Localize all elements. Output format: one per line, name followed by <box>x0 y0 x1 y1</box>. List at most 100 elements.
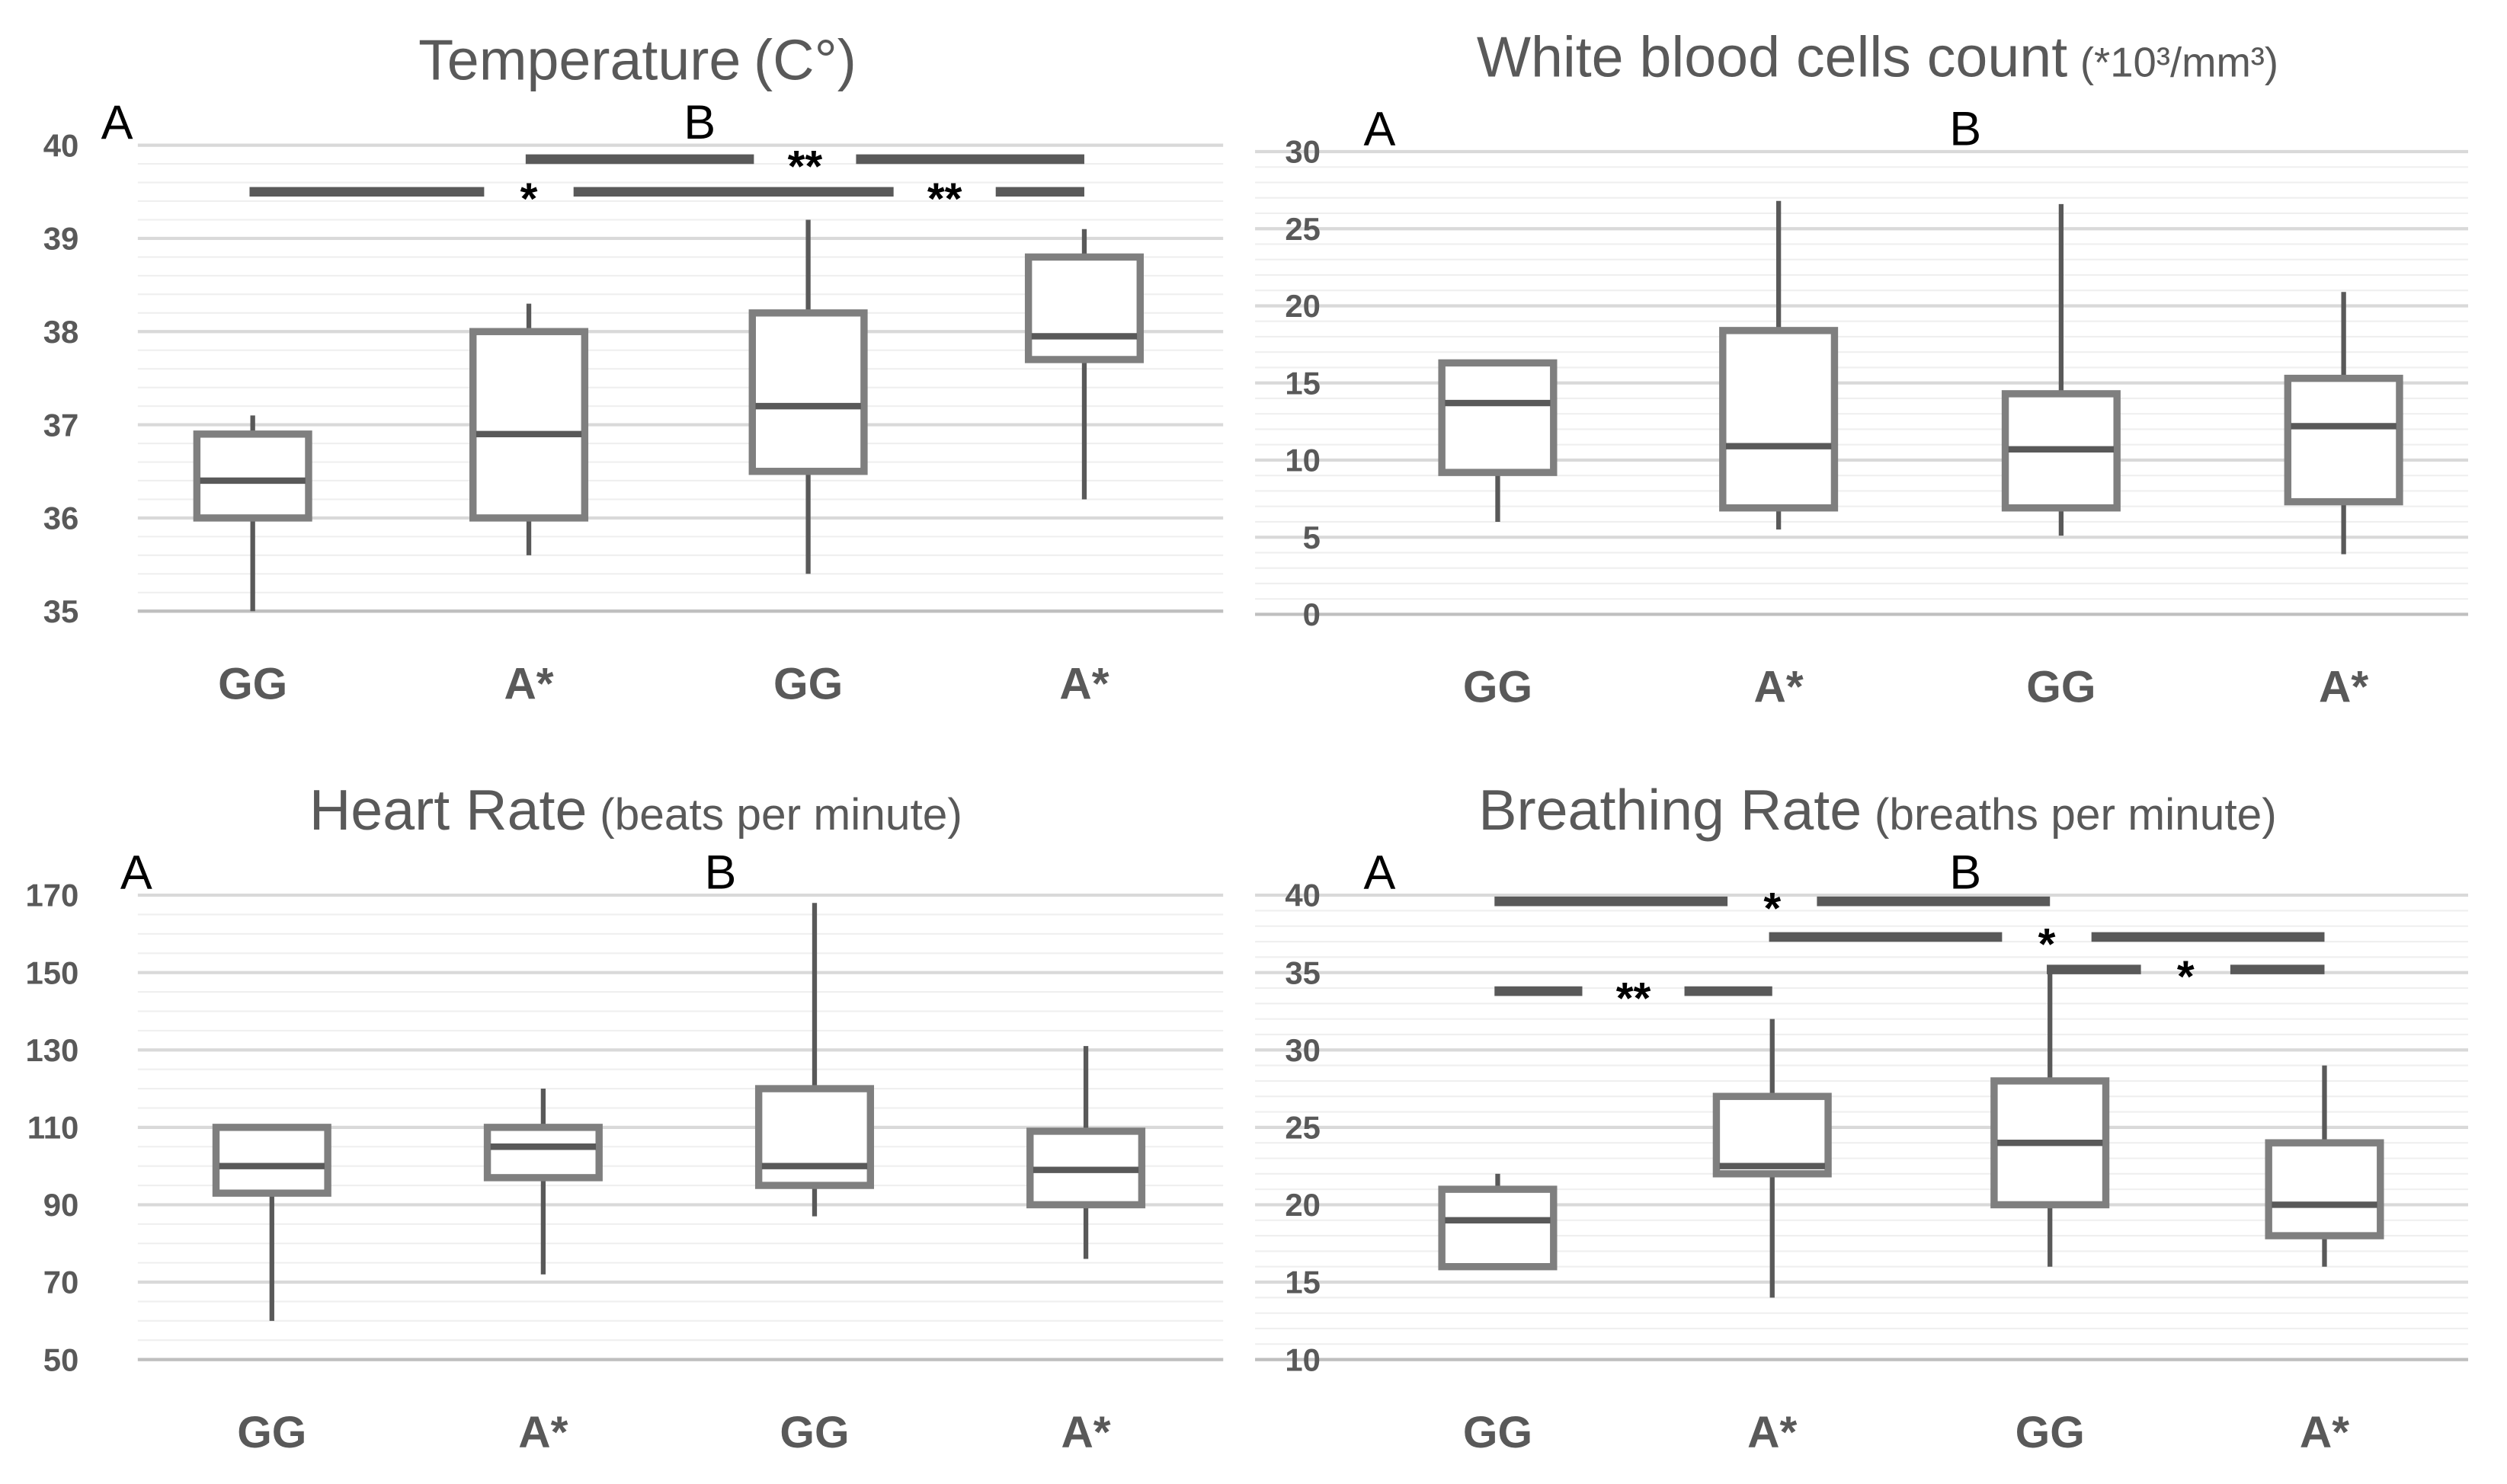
y-tick-label: 25 <box>1285 211 1321 247</box>
significance-bar: ** <box>1494 974 1772 1023</box>
y-tick-label: 39 <box>43 221 79 257</box>
x-category-label: GG <box>237 1408 306 1457</box>
iqr-box <box>469 328 589 522</box>
significance-label: * <box>1763 884 1781 934</box>
box-2 <box>483 1089 603 1275</box>
x-category-label: A* <box>1059 659 1109 708</box>
x-category-label: GG <box>1463 1408 1532 1457</box>
box-3 <box>748 219 868 574</box>
chart-title-unit: (beats per minute) <box>600 790 962 840</box>
iqr-box <box>754 1085 875 1189</box>
y-tick-label: 70 <box>43 1265 79 1300</box>
x-category-label: GG <box>218 659 287 708</box>
x-category-label: GG <box>2026 663 2096 712</box>
panel-label-a: A <box>120 846 152 900</box>
x-category-label: GG <box>2016 1408 2085 1457</box>
box-1 <box>193 415 312 612</box>
chart-title: Heart Rate (beats per minute) <box>309 778 962 842</box>
box-2 <box>1712 1019 1832 1298</box>
x-category-label: GG <box>1463 663 1532 712</box>
iqr-box <box>2265 1139 2384 1239</box>
y-tick-label: 170 <box>25 878 78 913</box>
x-category-label: A* <box>1747 1408 1797 1457</box>
box-3 <box>2001 203 2121 536</box>
y-tick-label: 38 <box>43 314 79 350</box>
x-category-label: A* <box>2319 663 2368 712</box>
significance-label: * <box>2177 952 2195 1002</box>
significance-label: ** <box>788 142 823 191</box>
chart-title-main: White blood cells count <box>1477 25 2067 89</box>
panel-label-a: A <box>1364 103 1396 156</box>
chart-title-main: Temperature <box>418 28 741 92</box>
iqr-box <box>193 430 312 522</box>
y-tick-label: 36 <box>43 501 79 536</box>
y-tick-label: 40 <box>43 127 79 163</box>
y-tick-label: 0 <box>1303 596 1321 632</box>
panel-label-b: B <box>1949 103 1981 156</box>
chart-title: Breathing Rate (breaths per minute) <box>1478 778 2277 842</box>
significance-bar: * <box>1769 920 2325 969</box>
iqr-box <box>2284 374 2403 506</box>
iqr-box <box>1712 1092 1832 1178</box>
panel-label-b: B <box>704 846 736 900</box>
y-tick-label: 150 <box>25 955 78 990</box>
iqr-box <box>1438 359 1558 476</box>
chart-title-main: Breathing Rate <box>1478 778 1862 842</box>
y-tick-label: 35 <box>1285 955 1321 990</box>
y-tick-label: 25 <box>1285 1110 1321 1146</box>
box-4 <box>1024 229 1144 500</box>
y-tick-label: 37 <box>43 407 79 443</box>
significance-bar: * <box>2047 952 2325 1002</box>
box-4 <box>1026 1046 1146 1259</box>
panel-label-a: A <box>101 96 133 149</box>
y-tick-label: 20 <box>1285 1187 1321 1223</box>
iqr-box <box>748 309 868 475</box>
significance-bar: ** <box>525 142 1084 191</box>
panel-label-b: B <box>684 96 716 149</box>
box-2 <box>469 303 589 555</box>
significance-label: ** <box>927 174 962 224</box>
y-tick-label: 50 <box>43 1342 79 1377</box>
box-4 <box>2265 1065 2384 1267</box>
x-category-label: A* <box>1754 663 1804 712</box>
y-tick-label: 30 <box>1285 134 1321 170</box>
y-tick-label: 15 <box>1285 1265 1321 1300</box>
box-2 <box>1719 200 1839 530</box>
x-category-label: A* <box>2300 1408 2349 1457</box>
chart-3: Heart Rate (beats per minute) A B 50 70 90 110 1… <box>25 778 1224 1457</box>
x-category-label: GG <box>773 659 843 708</box>
chart-2: White blood cells count (*10³/mm³) A B 0 5 10 1… <box>1255 25 2469 712</box>
significance-bar: * <box>249 174 808 224</box>
y-tick-label: 30 <box>1285 1032 1321 1068</box>
box-1 <box>1438 359 1558 522</box>
chart-title-unit: (C°) <box>754 28 856 92</box>
x-category-label: A* <box>504 659 553 708</box>
chart-title: White blood cells count (*10³/mm³) <box>1477 25 2278 89</box>
chart-title-unit: (*10³/mm³) <box>2080 40 2278 86</box>
y-tick-label: 110 <box>27 1110 79 1146</box>
y-tick-label: 10 <box>1285 443 1321 478</box>
chart-title-unit: (breaths per minute) <box>1875 790 2277 840</box>
chart-title-main: Heart Rate <box>309 778 588 842</box>
iqr-box <box>1024 253 1144 363</box>
y-tick-label: 5 <box>1303 520 1321 555</box>
iqr-box <box>1438 1185 1558 1271</box>
panel-label-a: A <box>1364 846 1396 900</box>
panel-label-b: B <box>1949 846 1981 900</box>
significance-label: * <box>520 174 538 224</box>
y-tick-label: 15 <box>1285 365 1321 401</box>
iqr-box <box>212 1124 331 1197</box>
box-1 <box>1438 1173 1558 1271</box>
y-tick-label: 40 <box>1285 878 1321 913</box>
iqr-box <box>483 1124 603 1182</box>
y-tick-label: 35 <box>43 593 79 629</box>
significance-bar: * <box>1494 884 2051 934</box>
x-category-label: GG <box>780 1408 849 1457</box>
box-4 <box>2284 292 2403 555</box>
significance-bar: ** <box>805 174 1084 224</box>
box-1 <box>212 1124 331 1321</box>
iqr-box <box>1719 327 1839 512</box>
significance-label: * <box>2038 920 2056 969</box>
box-3 <box>1990 972 2110 1267</box>
